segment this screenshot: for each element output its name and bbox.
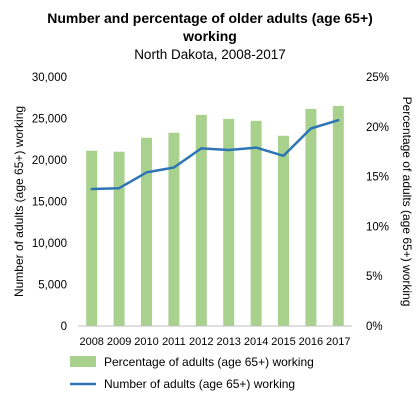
legend: Percentage of adults (age 65+) working Nu…: [70, 355, 314, 391]
bar-2009: [113, 151, 125, 326]
x-tick-label-2016: 2016: [299, 336, 323, 348]
bar-2015: [278, 135, 289, 326]
y-right-tick-label: 15%: [366, 172, 389, 184]
bar-2013: [223, 118, 235, 326]
bar-2014: [250, 120, 262, 326]
x-tick-label-2011: 2011: [162, 336, 186, 348]
x-tick-label-2014: 2014: [244, 336, 268, 348]
y-right-tick-label: 5%: [366, 271, 383, 283]
x-tick-label-2017: 2017: [326, 336, 350, 348]
y-right-tick-label: 0%: [366, 321, 383, 333]
legend-bar-label: Percentage of adults (age 65+) working: [104, 355, 314, 369]
chart-title-line2: working: [183, 28, 237, 44]
axes-group: 2008 2009 2010 2011 2012 2013 2014 2015 2016 2017…: [12, 72, 414, 348]
y-left-tick-label: 20,000: [32, 155, 67, 167]
y-left-axis-title: Number of adults (age 65+) working: [12, 106, 26, 297]
x-tick-label-2013: 2013: [216, 336, 240, 348]
y-right-tick-label: 25%: [366, 72, 389, 84]
y-right-axis-title: Percentage of adults (age 65+) working: [400, 97, 414, 307]
bar-2011: [168, 132, 180, 326]
x-tick-label-2015: 2015: [271, 336, 295, 348]
bar-2008: [86, 150, 98, 326]
x-tick-label-2009: 2009: [107, 336, 131, 348]
chart-title-line1: Number and percentage of older adults (a…: [47, 10, 373, 26]
bars-group: [86, 105, 344, 327]
line-series-group: [90, 118, 340, 191]
x-tick-label-2010: 2010: [134, 336, 158, 348]
y-right-tick-label: 20%: [366, 122, 389, 134]
chart-subtitle: North Dakota, 2008-2017: [134, 47, 286, 62]
legend-line-label: Number of adults (age 65+) working: [104, 377, 295, 391]
bar-2017: [332, 105, 344, 326]
bar-2016: [305, 108, 317, 326]
legend-bar-swatch: [70, 356, 96, 367]
y-left-tick-label: 0: [61, 321, 67, 333]
y-left-tick-label: 30,000: [32, 72, 67, 84]
y-left-tick-label: 10,000: [32, 238, 67, 250]
y-left-tick-label: 5,000: [38, 280, 67, 292]
line-series-path: [90, 118, 340, 191]
x-tick-label-2012: 2012: [189, 336, 213, 348]
bar-2010: [141, 137, 152, 326]
y-left-tick-label: 25,000: [32, 114, 67, 126]
y-right-tick-label: 10%: [366, 221, 389, 233]
y-left-tick-label: 15,000: [32, 197, 67, 209]
bar-2012: [195, 114, 207, 327]
x-tick-label-2008: 2008: [79, 336, 103, 348]
